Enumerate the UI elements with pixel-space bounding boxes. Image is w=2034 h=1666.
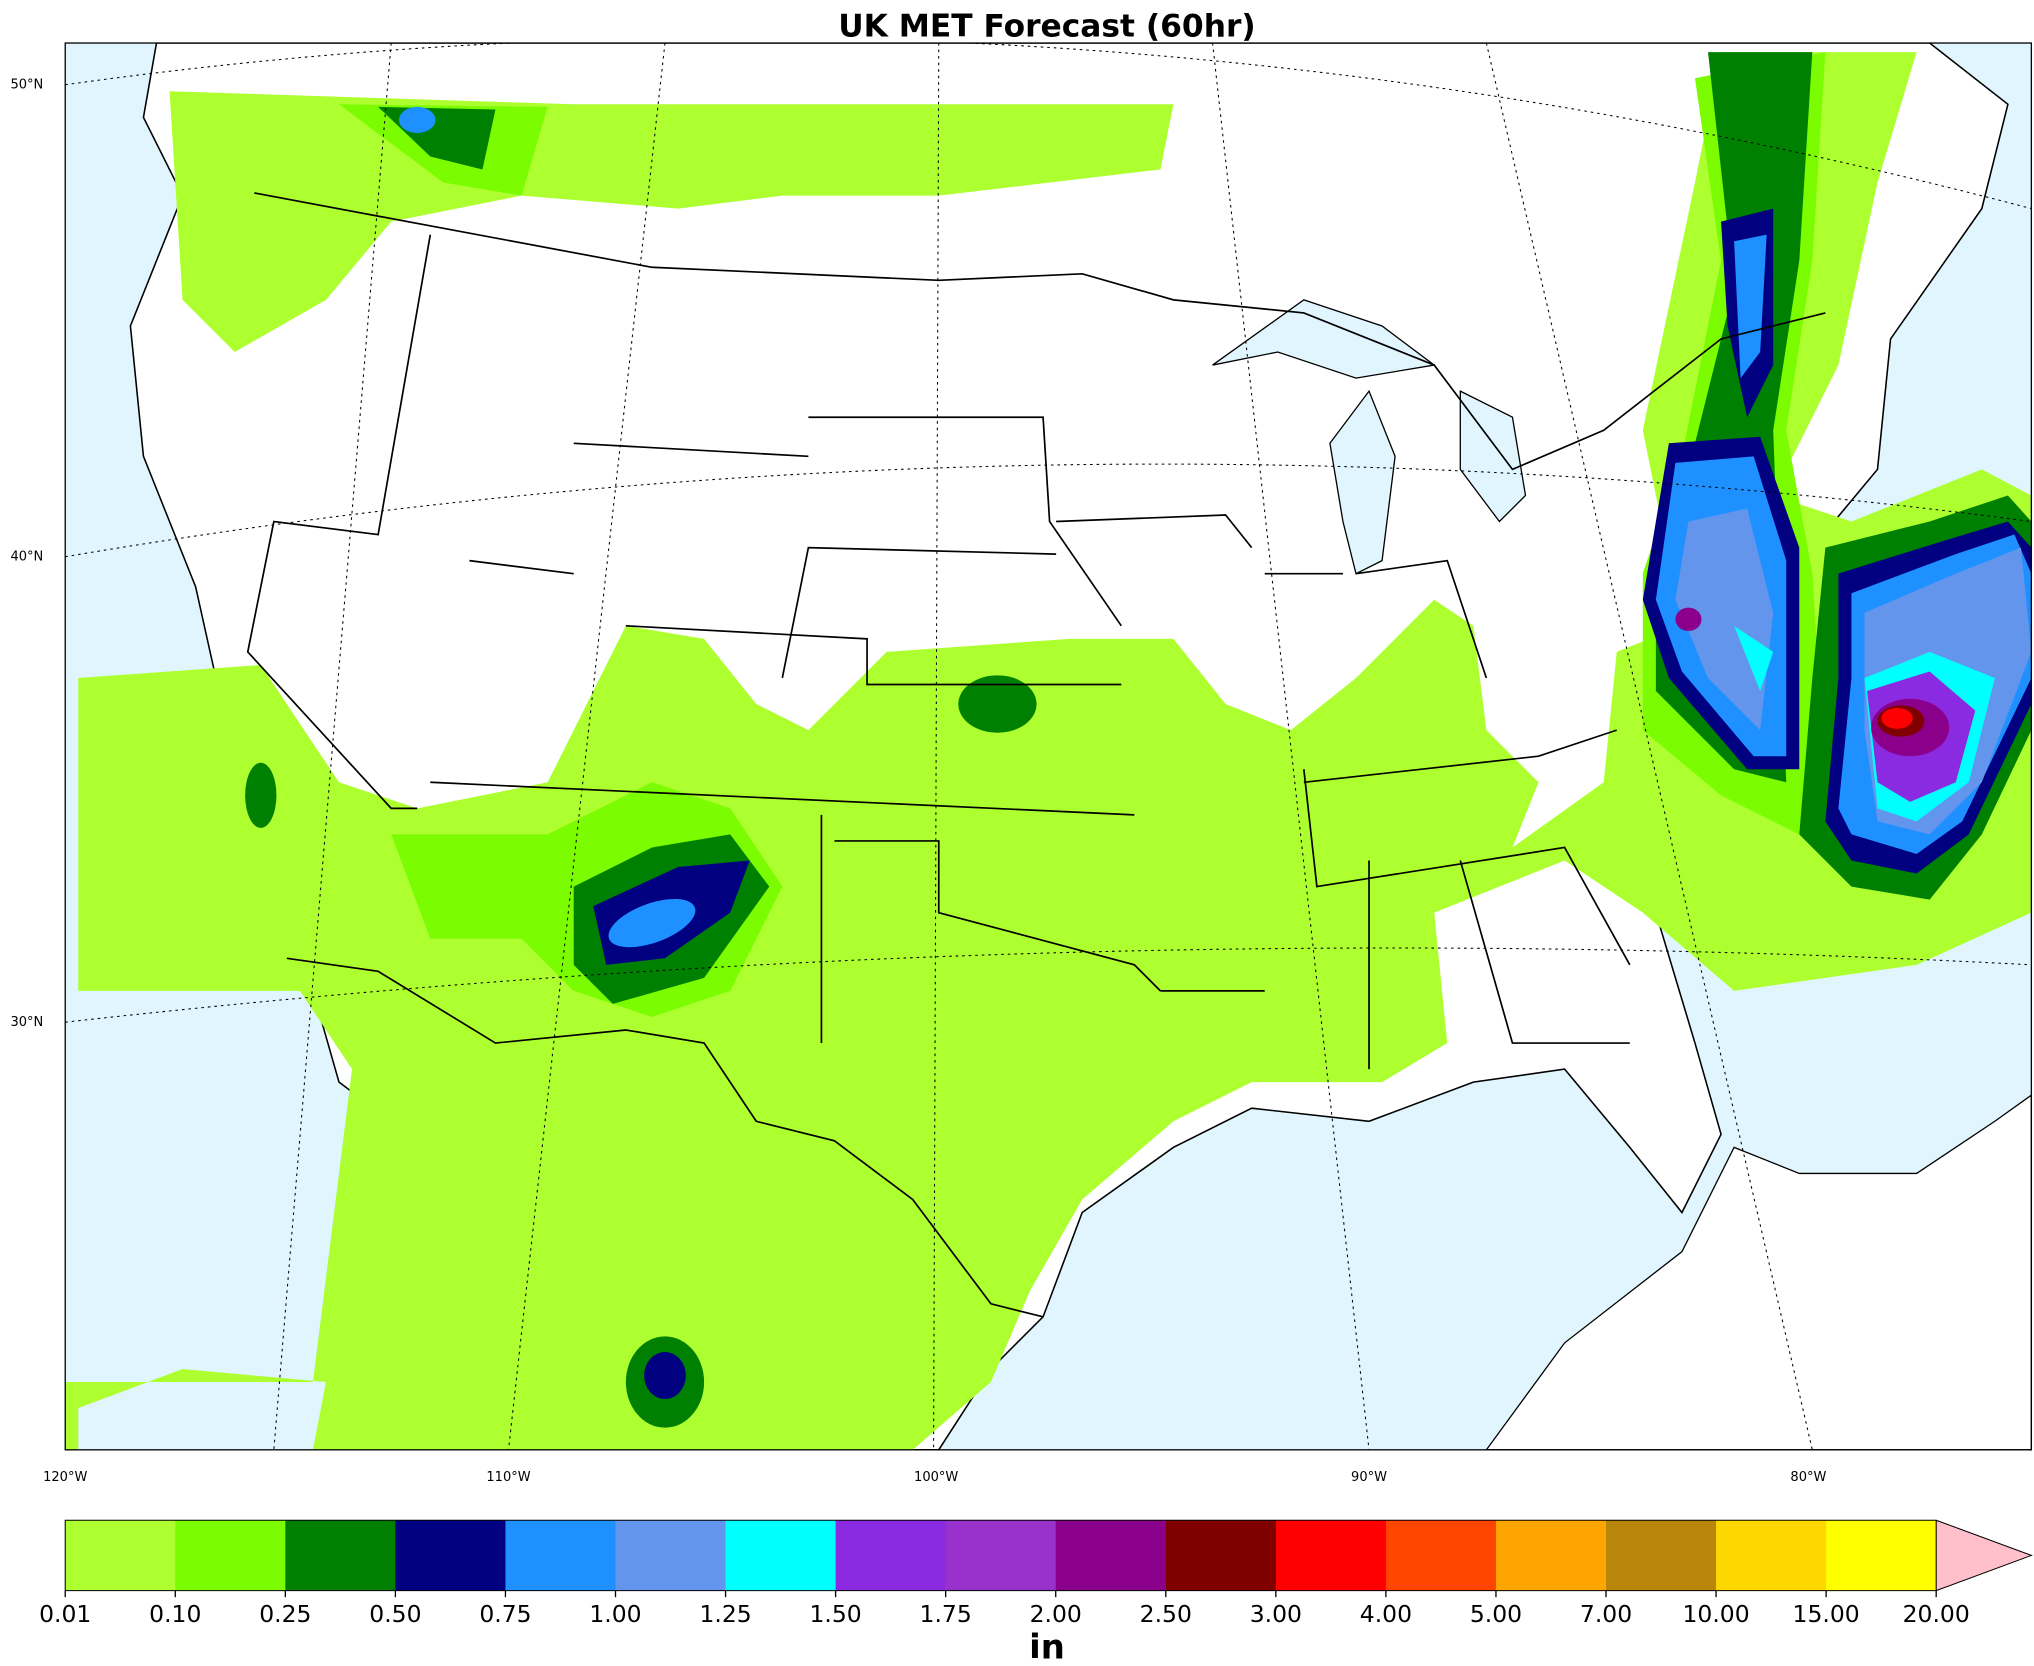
colorbar-tick-label: 15.00 — [1793, 1600, 1860, 1628]
colorbar-tick-label: 1.00 — [589, 1600, 641, 1628]
colorbar-tick-label: 20.00 — [1903, 1600, 1970, 1628]
graticule — [65, 43, 2032, 1450]
lat-label: 40°N — [10, 550, 43, 565]
colorbar-tick-label: 10.00 — [1682, 1600, 1749, 1628]
lat-labels: 50°N 40°N 30°N — [10, 78, 43, 1030]
colorbar-tick-label: 1.50 — [810, 1600, 862, 1628]
colorbar-tick-label: 1.75 — [920, 1600, 972, 1628]
colorbar-bin — [1716, 1520, 1827, 1591]
colorbar-tick-label: 3.00 — [1250, 1600, 1302, 1628]
lon-label: 80°W — [1790, 1470, 1826, 1485]
colorbar-bin — [285, 1520, 397, 1591]
borders — [246, 192, 1826, 1318]
colorbar: 0.01 0.10 0.25 0.50 0.75 1.00 1.25 1.50 1.75 2.00… — [39, 1519, 2033, 1628]
precipitation — [65, 52, 2032, 1450]
colorbar-tick-label: 0.50 — [369, 1600, 421, 1628]
colorbar-bin — [175, 1520, 286, 1591]
colorbar-bin — [1055, 1520, 1167, 1591]
lat-label: 50°N — [10, 78, 43, 93]
colorbar-bin — [1275, 1520, 1387, 1591]
colorbar-extend — [1935, 1519, 2033, 1592]
lon-label: 120°W — [43, 1470, 87, 1485]
colorbar-tick-label: 7.00 — [1580, 1600, 1632, 1628]
colorbar-tick-label: 0.10 — [149, 1600, 201, 1628]
colorbar-bin — [395, 1520, 507, 1591]
colorbar-bin — [725, 1520, 837, 1591]
colorbar-tick-label: 2.50 — [1140, 1600, 1192, 1628]
colorbar-frame — [64, 1519, 1937, 1592]
map-frame — [64, 42, 2033, 1451]
colorbar-tick-label: 5.00 — [1470, 1600, 1522, 1628]
colorbar-unit: in — [1029, 1627, 1065, 1666]
map-area — [65, 43, 2032, 1450]
colorbar-tick-label: 0.25 — [259, 1600, 311, 1628]
colorbar-tick-label: 0.75 — [479, 1600, 531, 1628]
colorbar-bin — [1826, 1520, 1937, 1591]
colorbar-tick-label: 2.00 — [1030, 1600, 1082, 1628]
colorbar-tick-label: 1.25 — [699, 1600, 751, 1628]
colorbar-bin — [65, 1520, 176, 1591]
caribbean-land — [1485, 1094, 2032, 1450]
lon-label: 100°W — [914, 1470, 958, 1485]
colorbar-bin — [835, 1520, 947, 1591]
lon-label: 90°W — [1351, 1470, 1387, 1485]
lon-label: 110°W — [486, 1470, 530, 1485]
colorbar-bin — [1606, 1520, 1717, 1591]
colorbar-bin — [945, 1520, 1057, 1591]
colorbar-bin — [615, 1520, 727, 1591]
colorbar-bin — [505, 1520, 617, 1591]
colorbar-bin — [1385, 1520, 1497, 1591]
colorbar-tick-label: 4.00 — [1360, 1600, 1412, 1628]
colorbar-bin — [1495, 1520, 1607, 1591]
title: UK MET Forecast (60hr) — [838, 9, 1255, 45]
colorbar-tick-label: 0.01 — [39, 1600, 91, 1628]
lon-labels: 120°W 110°W 100°W 90°W 80°W — [43, 1470, 1826, 1485]
lat-label: 30°N — [10, 1015, 43, 1030]
colorbar-bin — [1165, 1520, 1277, 1591]
